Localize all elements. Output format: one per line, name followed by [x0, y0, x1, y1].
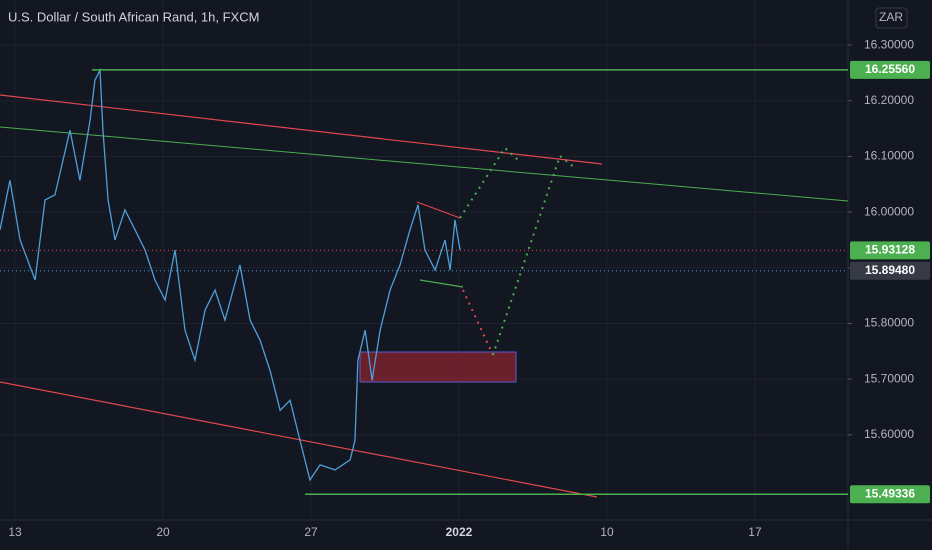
x-tick-label: 2022: [446, 525, 473, 539]
price-label: 15.93128: [865, 243, 915, 257]
trendline: [0, 381, 598, 498]
wedge-line: [419, 279, 464, 288]
x-tick-label: 17: [748, 525, 762, 539]
price-line: [0, 67, 461, 482]
price-label: 15.89480: [865, 263, 915, 277]
demand-zone: [359, 351, 517, 383]
price-label-box: [850, 60, 930, 79]
price-label: 15.49336: [865, 486, 915, 500]
x-tick-label: 20: [156, 525, 170, 539]
projection: [462, 289, 494, 356]
y-tick-label: 16.00000: [864, 204, 914, 218]
currency: ZAR: [879, 10, 903, 24]
x-tick-label: 27: [304, 525, 318, 539]
y-tick-label: 16.20000: [864, 93, 914, 107]
y-tick-label: 15.70000: [864, 371, 914, 385]
price-label-box: [850, 485, 930, 504]
currency-box: [875, 7, 908, 29]
y-tick-label: 16.10000: [864, 149, 914, 163]
price-label: 16.25560: [865, 62, 915, 76]
y-tick-label: 16.30000: [864, 37, 914, 51]
x-tick-label: 10: [600, 525, 614, 539]
y-tick-label: 15.60000: [864, 427, 914, 441]
y-tick-label: 15.80000: [864, 316, 914, 330]
price-label-box: [850, 241, 930, 260]
chart-title: U.S. Dollar / South African Rand, 1h, FX…: [8, 9, 259, 24]
x-tick-label: 13: [8, 525, 22, 539]
trendline: [0, 126, 849, 202]
wedge-line: [416, 201, 461, 219]
price-label-box: [850, 261, 930, 280]
